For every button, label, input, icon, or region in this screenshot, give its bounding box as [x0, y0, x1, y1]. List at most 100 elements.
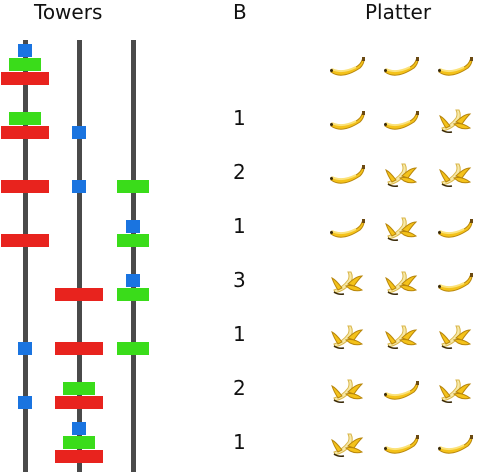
banana-icon [328, 162, 368, 190]
peeled-banana-icon [436, 378, 476, 406]
small-disk[interactable] [18, 44, 32, 57]
small-disk[interactable] [18, 396, 32, 409]
small-disk[interactable] [18, 342, 32, 355]
small-disk[interactable] [72, 126, 86, 139]
tower-2[interactable] [55, 202, 103, 256]
banana-icon [328, 54, 368, 82]
peg-rod [23, 148, 28, 202]
b-value: 1 [233, 106, 246, 130]
tower-3[interactable] [109, 94, 157, 148]
towers-header: Towers [34, 0, 103, 24]
tower-1[interactable] [1, 94, 49, 148]
medium-disk[interactable] [117, 234, 149, 247]
state-row: 2 [0, 364, 478, 418]
medium-disk[interactable] [63, 382, 95, 395]
banana-icon [382, 432, 422, 460]
medium-disk[interactable] [9, 58, 41, 71]
state-row: 3 [0, 256, 478, 310]
tower-1[interactable] [1, 418, 49, 472]
banana-icon [436, 270, 476, 298]
medium-disk[interactable] [117, 180, 149, 193]
medium-disk[interactable] [117, 342, 149, 355]
banana-icon [328, 108, 368, 136]
banana-icon [328, 216, 368, 244]
tower-2[interactable] [55, 418, 103, 472]
banana-icon [436, 432, 476, 460]
peeled-banana-icon [328, 378, 368, 406]
peg-rod [77, 40, 82, 94]
tower-2[interactable] [55, 94, 103, 148]
tower-1[interactable] [1, 364, 49, 418]
tower-2[interactable] [55, 40, 103, 94]
peeled-banana-icon [328, 432, 368, 460]
tower-1[interactable] [1, 148, 49, 202]
large-disk[interactable] [55, 450, 103, 463]
peg-rod [131, 310, 136, 364]
peg-rod [77, 310, 82, 364]
peg-rod [77, 256, 82, 310]
small-disk[interactable] [126, 274, 140, 287]
state-row: 2 [0, 148, 478, 202]
b-value: 2 [233, 160, 246, 184]
tower-1[interactable] [1, 310, 49, 364]
tower-3[interactable] [109, 40, 157, 94]
peeled-banana-icon [436, 108, 476, 136]
banana-icon [382, 378, 422, 406]
tower-3[interactable] [109, 418, 157, 472]
peeled-banana-icon [382, 270, 422, 298]
peg-rod [131, 364, 136, 418]
medium-disk[interactable] [117, 288, 149, 301]
peeled-banana-icon [382, 324, 422, 352]
b-value: 1 [233, 430, 246, 454]
peg-rod [131, 94, 136, 148]
tower-3[interactable] [109, 310, 157, 364]
small-disk[interactable] [72, 422, 86, 435]
b-value: 1 [233, 322, 246, 346]
peeled-banana-icon [328, 270, 368, 298]
state-row: 1 [0, 94, 478, 148]
peeled-banana-icon [436, 324, 476, 352]
peeled-banana-icon [328, 324, 368, 352]
large-disk[interactable] [1, 126, 49, 139]
large-disk[interactable] [1, 72, 49, 85]
tower-3[interactable] [109, 148, 157, 202]
platter-header: Platter [365, 0, 432, 24]
tower-2[interactable] [55, 148, 103, 202]
small-disk[interactable] [126, 220, 140, 233]
state-row: 1 [0, 310, 478, 364]
large-disk[interactable] [1, 234, 49, 247]
peg-rod [131, 418, 136, 472]
banana-icon [382, 108, 422, 136]
large-disk[interactable] [1, 180, 49, 193]
tower-1[interactable] [1, 256, 49, 310]
b-value: 2 [233, 376, 246, 400]
peg-rod [23, 256, 28, 310]
state-row [0, 40, 478, 94]
small-disk[interactable] [72, 180, 86, 193]
peg-rod [23, 418, 28, 472]
peeled-banana-icon [436, 162, 476, 190]
b-header: B [233, 0, 247, 24]
tower-2[interactable] [55, 310, 103, 364]
banana-icon [436, 54, 476, 82]
large-disk[interactable] [55, 342, 103, 355]
tower-3[interactable] [109, 364, 157, 418]
tower-1[interactable] [1, 202, 49, 256]
large-disk[interactable] [55, 396, 103, 409]
tower-3[interactable] [109, 256, 157, 310]
b-value: 1 [233, 214, 246, 238]
medium-disk[interactable] [9, 112, 41, 125]
tower-3[interactable] [109, 202, 157, 256]
tower-2[interactable] [55, 364, 103, 418]
banana-icon [436, 216, 476, 244]
tower-1[interactable] [1, 40, 49, 94]
large-disk[interactable] [55, 288, 103, 301]
tower-2[interactable] [55, 256, 103, 310]
state-row: 1 [0, 418, 478, 472]
medium-disk[interactable] [63, 436, 95, 449]
state-row: 1 [0, 202, 478, 256]
peg-rod [77, 202, 82, 256]
peg-rod [77, 148, 82, 202]
peg-rod [23, 310, 28, 364]
banana-icon [382, 54, 422, 82]
